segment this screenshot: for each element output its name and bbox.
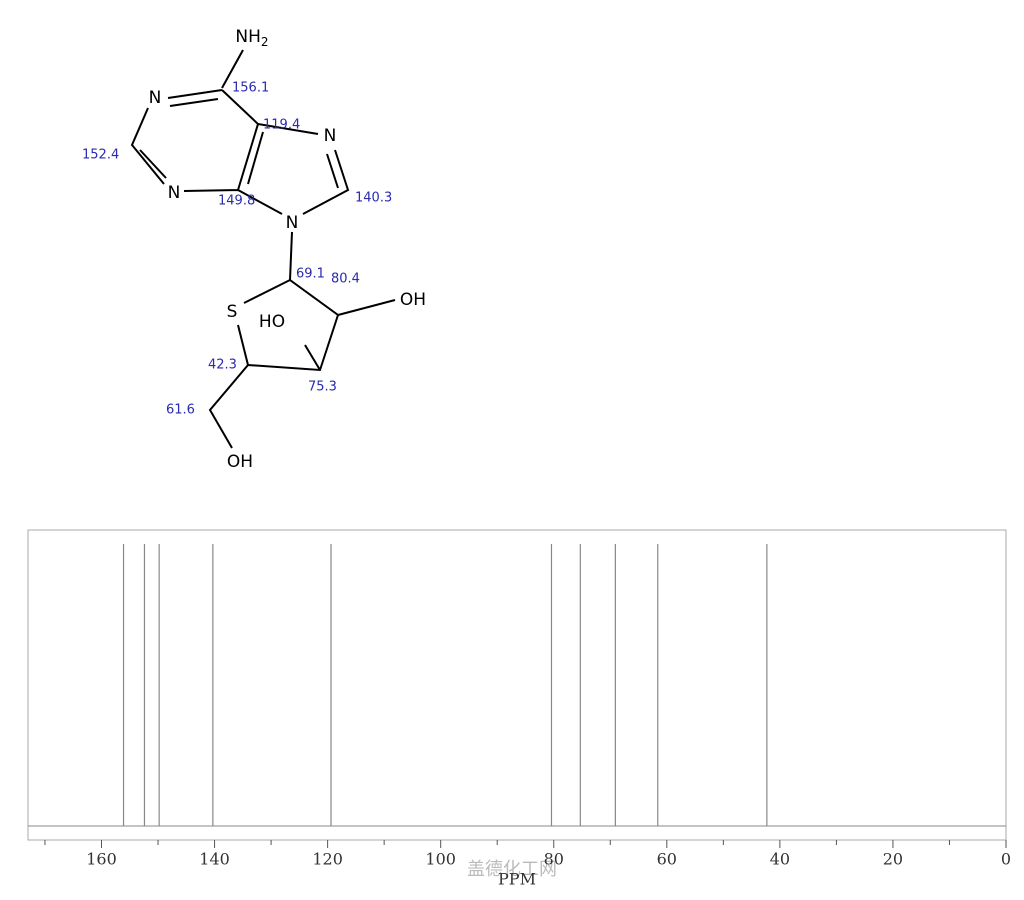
atom-label: N [286, 213, 299, 233]
x-tick-label: 100 [425, 850, 456, 869]
shift-label: 149.8 [218, 194, 255, 209]
atom-label: NH2 [235, 27, 268, 49]
shift-label: 156.1 [232, 81, 269, 96]
x-tick-label: 0 [1001, 850, 1011, 869]
atom-label: N [324, 126, 337, 146]
atom-label: S [227, 302, 238, 322]
shift-label: 69.1 [296, 267, 325, 282]
shift-label: 140.3 [355, 191, 392, 206]
x-tick-label: 60 [657, 850, 677, 869]
x-tick-label: 20 [883, 850, 903, 869]
plot-frame [27, 529, 1007, 841]
atom-label: HO [259, 312, 285, 332]
shift-label: 119.4 [263, 118, 300, 133]
molecule: NH2 N N N N S OH HO OH 156.1 152.4 149.8… [82, 27, 426, 472]
double-bonds [139, 98, 339, 189]
shift-label: 61.6 [166, 403, 195, 418]
atom-label: OH [227, 452, 253, 472]
shift-label: 152.4 [82, 148, 119, 163]
x-tick-label: 160 [86, 850, 117, 869]
x-tick-label: 80 [544, 850, 564, 869]
x-tick-label: 140 [199, 850, 230, 869]
shift-label: 42.3 [208, 358, 237, 373]
atom-subscript: 2 [261, 35, 269, 49]
watermark: 盖德化工网 [467, 859, 557, 880]
bonds [130, 49, 396, 449]
x-tick-label: 120 [312, 850, 343, 869]
atom-label: N [168, 183, 181, 203]
atom-label: NH [235, 27, 261, 47]
shift-label: 75.3 [308, 380, 337, 395]
shift-label: 80.4 [331, 272, 360, 287]
atom-label: OH [400, 290, 426, 310]
x-tick-label: 40 [770, 850, 790, 869]
x-axis-label: PPM [498, 870, 536, 889]
atom-label: N [149, 88, 162, 108]
